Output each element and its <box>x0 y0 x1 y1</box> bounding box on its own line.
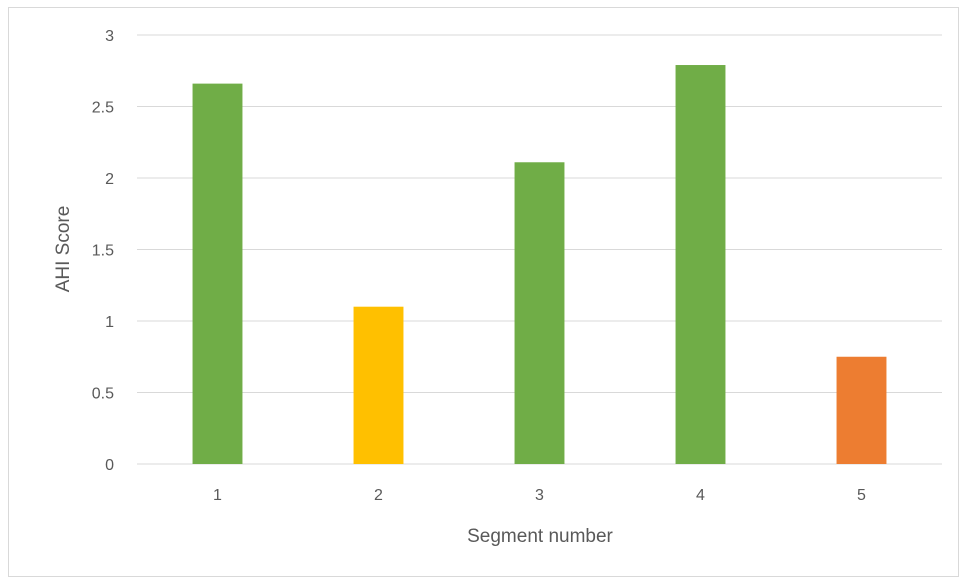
x-tick-label: 2 <box>374 487 383 504</box>
x-axis-ticks: 1 2 3 4 5 <box>213 487 866 504</box>
x-tick-label: 3 <box>535 487 544 504</box>
bars <box>192 65 887 465</box>
y-tick-label: 2.5 <box>92 100 114 117</box>
y-tick-label: 1.5 <box>92 243 114 260</box>
y-axis-ticks: 0 0.5 1 1.5 2 2.5 3 <box>92 28 114 474</box>
y-tick-label: 2 <box>105 171 114 188</box>
x-tick-label: 1 <box>213 487 222 504</box>
y-tick-label: 3 <box>105 28 114 45</box>
bar-segment-3 <box>514 162 565 464</box>
bar-segment-2 <box>353 306 404 464</box>
y-tick-label: 0 <box>105 457 114 474</box>
y-axis-title: AHI Score <box>53 206 74 293</box>
bar-segment-1 <box>192 83 243 465</box>
x-tick-label: 4 <box>696 487 705 504</box>
x-axis-title: Segment number <box>467 526 613 547</box>
bar-segment-5 <box>836 356 887 464</box>
bar-segment-4 <box>675 65 726 464</box>
y-tick-label: 1 <box>105 314 114 331</box>
x-tick-label: 5 <box>857 487 866 504</box>
y-tick-label: 0.5 <box>92 386 114 403</box>
chart-frame <box>8 7 959 577</box>
